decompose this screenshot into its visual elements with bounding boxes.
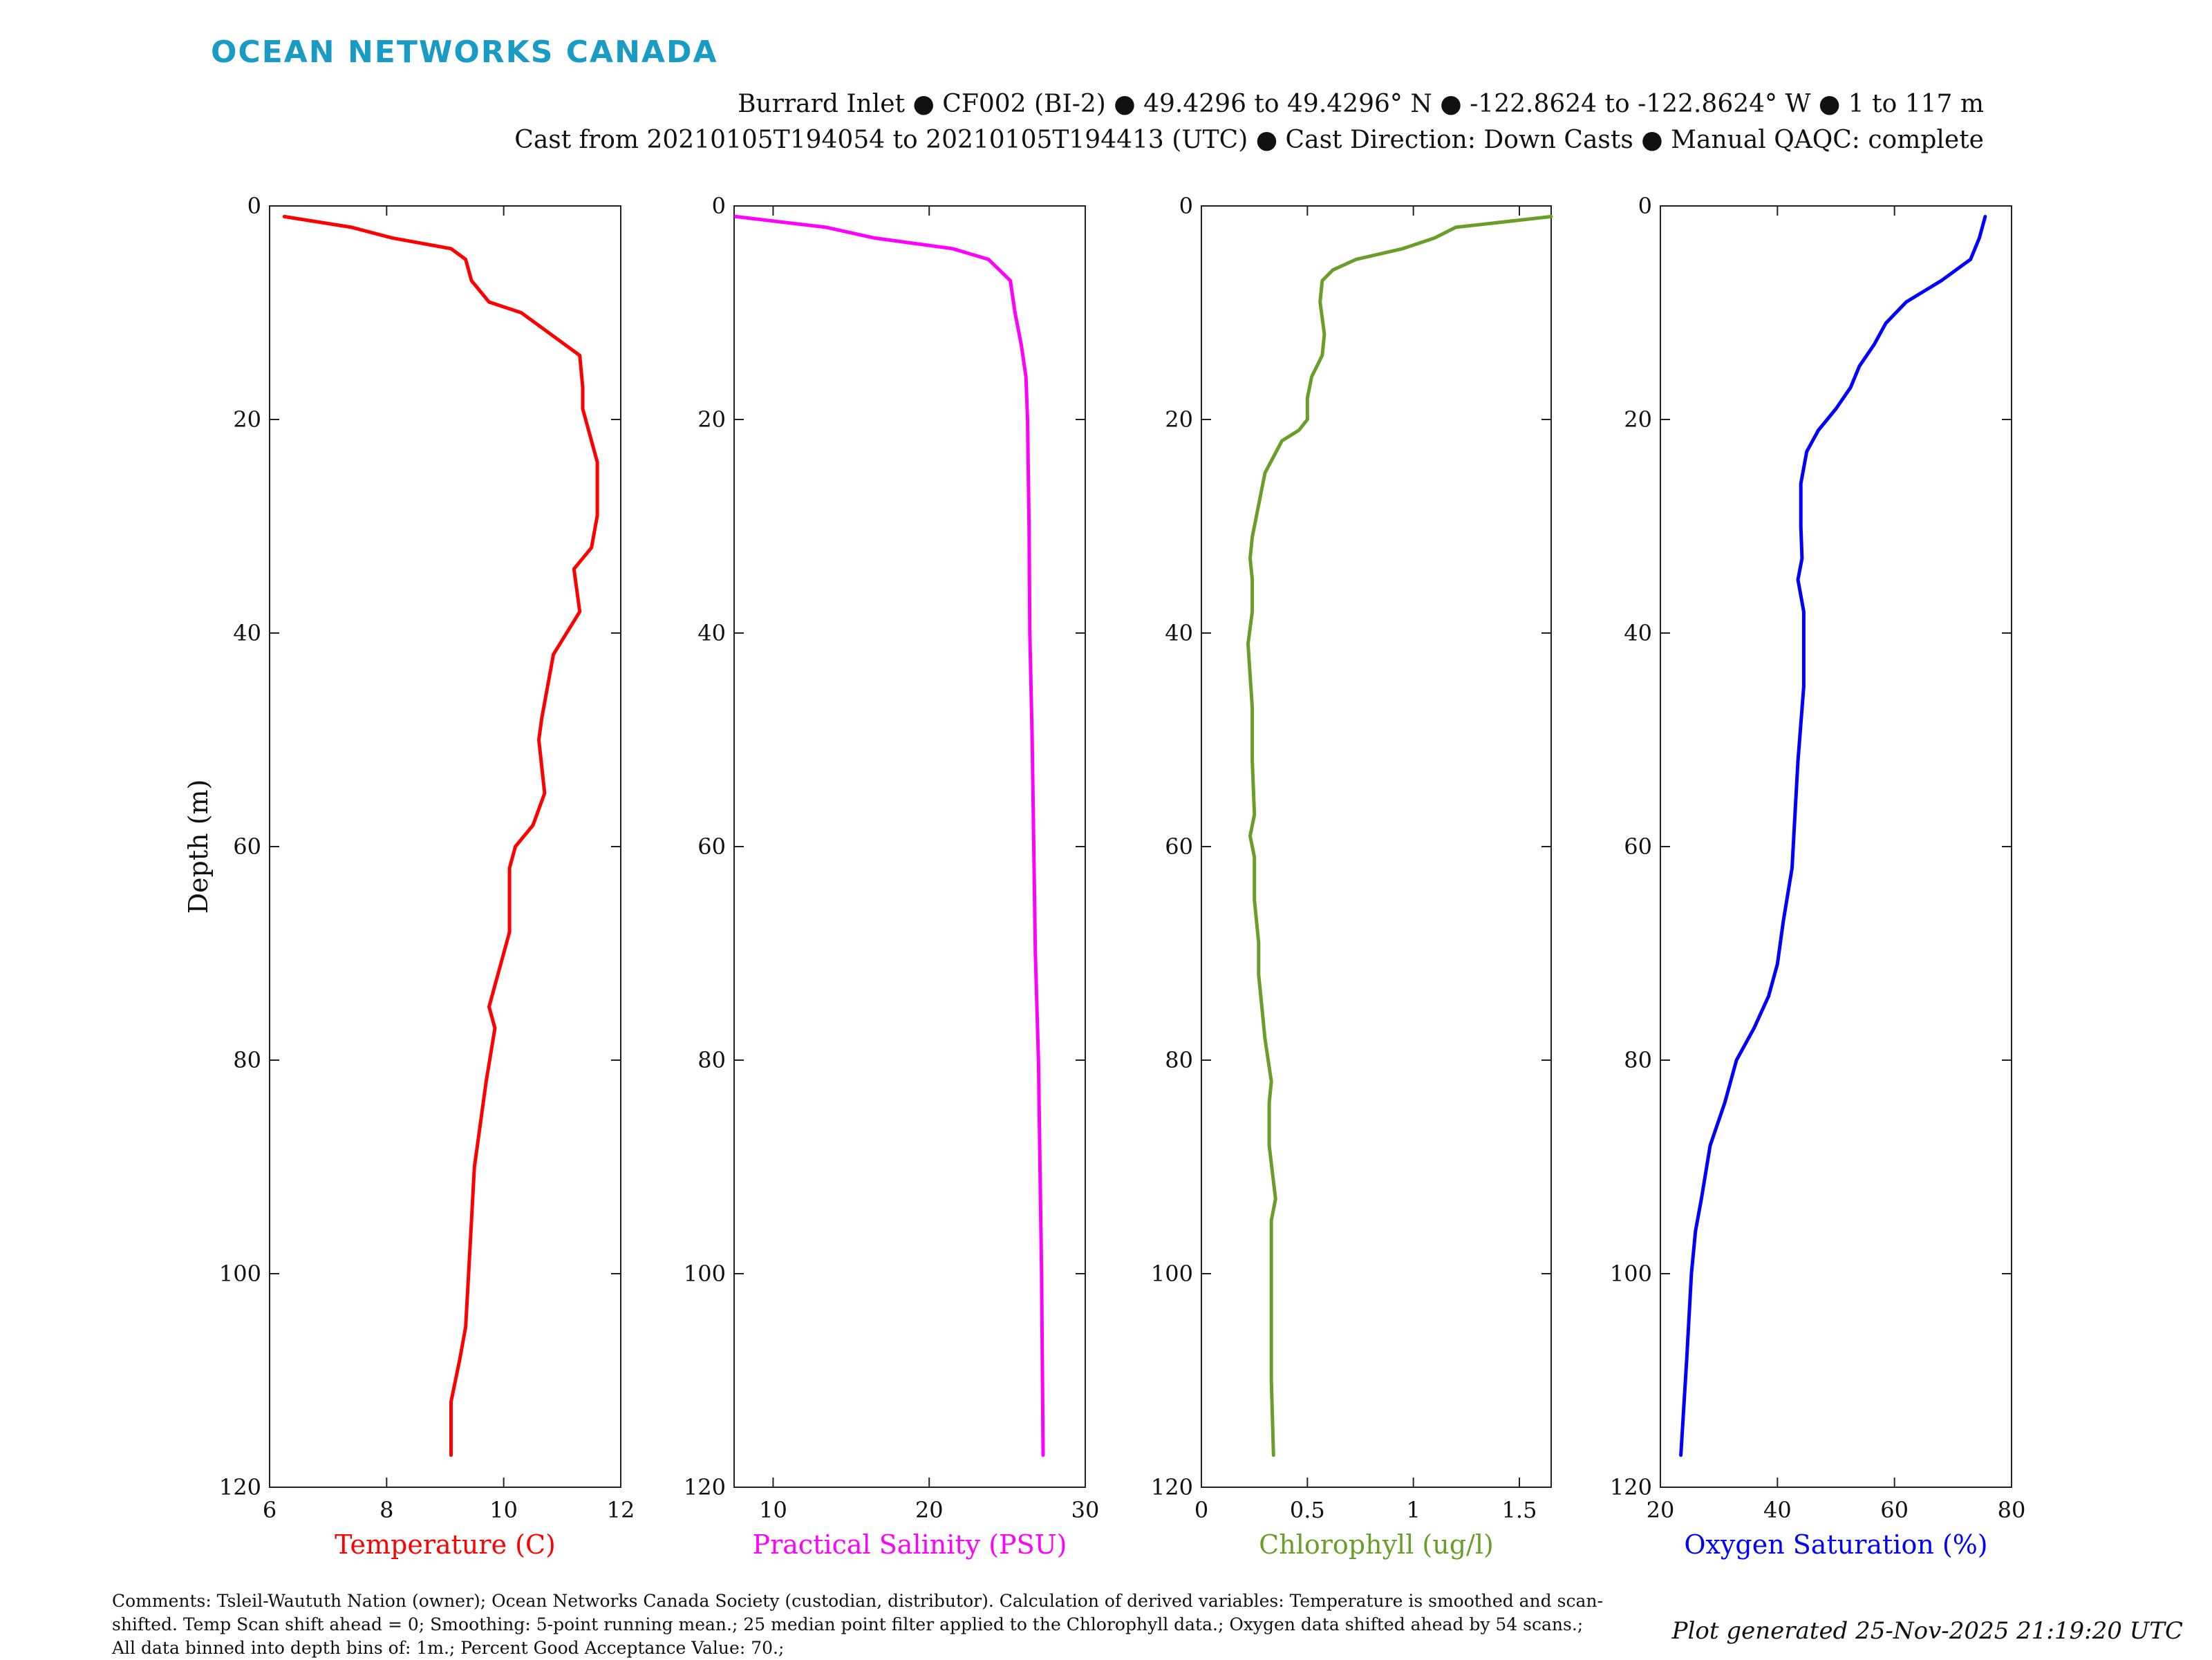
chlorophyll-ytick-label: 20 <box>1165 406 1193 433</box>
oxygen-xtick-label: 80 <box>1998 1497 2026 1523</box>
salinity-ytick-label: 60 <box>697 833 726 860</box>
chlorophyll-xtick-label: 0 <box>1194 1497 1208 1523</box>
salinity-ytick-label: 20 <box>697 406 726 433</box>
temperature-plot-frame <box>270 206 621 1487</box>
chlorophyll-ytick-label: 100 <box>1151 1261 1193 1287</box>
salinity-ytick-label: 0 <box>712 193 726 219</box>
salinity-xtick-label: 30 <box>1071 1497 1100 1523</box>
temperature-ytick-label: 40 <box>233 620 261 646</box>
salinity-profile-line <box>735 216 1043 1455</box>
plot-generated-timestamp: Plot generated 25-Nov-2025 21:19:20 UTC <box>1672 1617 2183 1645</box>
temperature-ytick-label: 20 <box>233 406 261 433</box>
salinity-xtick-label: 10 <box>759 1497 787 1523</box>
salinity-ytick-label: 120 <box>684 1474 726 1500</box>
chlorophyll-ytick-label: 60 <box>1165 833 1193 860</box>
oxygen-axis-label: Oxygen Saturation (%) <box>1684 1529 1987 1560</box>
chlorophyll-ytick-label: 80 <box>1165 1047 1193 1073</box>
temperature-profile-line <box>284 216 597 1455</box>
temperature-axis-label: Temperature (C) <box>335 1529 556 1560</box>
chlorophyll-xtick-label: 1.5 <box>1502 1497 1537 1523</box>
salinity-xtick-label: 20 <box>915 1497 944 1523</box>
oxygen-xtick-label: 20 <box>1647 1497 1675 1523</box>
temperature-ytick-label: 0 <box>247 193 261 219</box>
chlorophyll-xtick-label: 1 <box>1406 1497 1420 1523</box>
temperature-xtick-label: 10 <box>489 1497 518 1523</box>
oxygen-plot-frame <box>1660 206 2012 1487</box>
temperature-xtick-label: 6 <box>263 1497 276 1523</box>
oxygen-ytick-label: 20 <box>1624 406 1652 433</box>
oxygen-ytick-label: 80 <box>1624 1047 1652 1073</box>
oxygen-ytick-label: 0 <box>1638 193 1652 219</box>
chlorophyll-ytick-label: 0 <box>1179 193 1193 219</box>
temperature-xtick-label: 8 <box>379 1497 393 1523</box>
oxygen-ytick-label: 60 <box>1624 833 1652 860</box>
salinity-ytick-label: 100 <box>684 1261 726 1287</box>
comments-text: Comments: Tsleil-Waututh Nation (owner);… <box>112 1590 1605 1660</box>
chlorophyll-ytick-label: 120 <box>1151 1474 1193 1500</box>
temperature-ytick-label: 120 <box>219 1474 261 1500</box>
oxygen-ytick-label: 40 <box>1624 620 1652 646</box>
temperature-ytick-label: 60 <box>233 833 261 860</box>
temperature-ytick-label: 80 <box>233 1047 261 1073</box>
temperature-xtick-label: 12 <box>607 1497 635 1523</box>
chlorophyll-ytick-label: 40 <box>1165 620 1193 646</box>
depth-axis-label: Depth (m) <box>183 780 214 914</box>
chlorophyll-axis-label: Chlorophyll (ug/l) <box>1259 1529 1494 1560</box>
chlorophyll-profile-line <box>1248 216 1552 1455</box>
oxygen-profile-line <box>1681 216 1985 1455</box>
oxygen-xtick-label: 40 <box>1763 1497 1792 1523</box>
salinity-ytick-label: 80 <box>697 1047 726 1073</box>
oxygen-xtick-label: 60 <box>1880 1497 1909 1523</box>
salinity-axis-label: Practical Salinity (PSU) <box>753 1529 1067 1560</box>
salinity-ytick-label: 40 <box>697 620 726 646</box>
oxygen-ytick-label: 100 <box>1610 1261 1652 1287</box>
temperature-ytick-label: 100 <box>219 1261 261 1287</box>
chlorophyll-xtick-label: 0.5 <box>1290 1497 1325 1523</box>
